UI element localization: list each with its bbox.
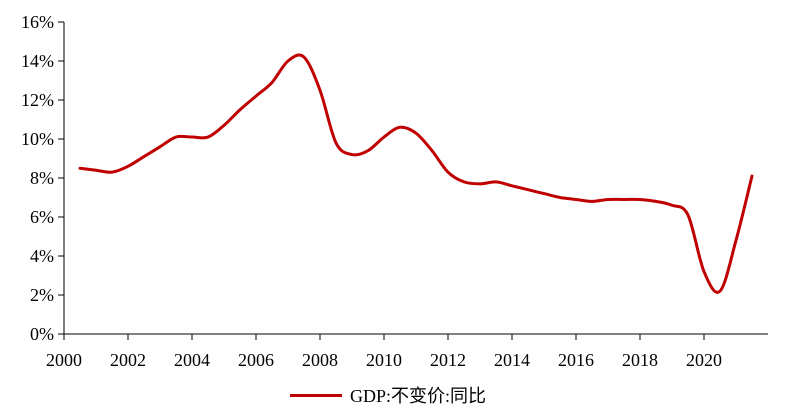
series-line-0 xyxy=(78,53,754,294)
x-tick-label: 2014 xyxy=(494,350,530,370)
y-tick-label: 8% xyxy=(30,168,54,188)
data-point xyxy=(255,95,258,98)
data-point xyxy=(591,200,594,203)
data-point xyxy=(479,182,482,185)
y-tick-label: 10% xyxy=(21,129,54,149)
data-point xyxy=(655,200,658,203)
data-point xyxy=(335,141,338,144)
data-point xyxy=(415,132,418,135)
x-tick-label: 2006 xyxy=(238,350,274,370)
data-point xyxy=(79,167,82,170)
data-point xyxy=(671,204,674,207)
y-tick-label: 14% xyxy=(21,51,54,71)
y-tick-label: 0% xyxy=(30,324,54,344)
x-tick-label: 2018 xyxy=(622,350,658,370)
data-point xyxy=(175,136,178,139)
data-point xyxy=(431,149,434,152)
data-point xyxy=(159,145,162,148)
x-tick-label: 2004 xyxy=(174,350,210,370)
y-tick-label: 12% xyxy=(21,90,54,110)
x-tick-label: 2002 xyxy=(110,350,146,370)
data-point xyxy=(687,214,690,217)
data-point xyxy=(223,124,226,127)
data-point xyxy=(527,188,530,191)
plot-series xyxy=(78,53,754,294)
data-point xyxy=(127,165,130,168)
x-axis: 2000 2002 2004 2006 2008 2010 2012 2014 2016 2018… xyxy=(46,333,768,370)
data-point xyxy=(735,239,738,242)
x-tick-label: 2012 xyxy=(430,350,466,370)
data-point xyxy=(303,56,306,59)
data-point xyxy=(543,192,546,195)
legend-label: GDP:不变价:同比 xyxy=(350,386,487,406)
data-point xyxy=(623,198,626,201)
y-axis: 0% 2% 4% 6% 8% 10% 12% 14% 16% xyxy=(21,12,65,344)
y-tick-label: 16% xyxy=(21,12,54,32)
data-point xyxy=(191,136,194,139)
data-point xyxy=(495,180,498,183)
data-point xyxy=(719,290,722,293)
data-point xyxy=(271,81,274,84)
data-point xyxy=(383,136,386,139)
data-point xyxy=(143,155,146,158)
data-point xyxy=(703,270,706,273)
x-tick-label: 2016 xyxy=(558,350,594,370)
y-tick-label: 6% xyxy=(30,207,54,227)
data-point xyxy=(111,171,114,174)
data-point xyxy=(319,89,322,92)
data-point xyxy=(575,198,578,201)
legend: GDP:不变价:同比 xyxy=(290,382,486,408)
y-tick-label: 2% xyxy=(30,285,54,305)
x-tick-label: 2008 xyxy=(302,350,338,370)
data-point xyxy=(207,136,210,139)
x-tick-label: 2000 xyxy=(46,350,82,370)
x-tick-label: 2010 xyxy=(366,350,402,370)
data-point xyxy=(559,196,562,199)
data-point xyxy=(367,149,370,152)
x-tick-label: 2020 xyxy=(686,350,722,370)
y-tick-label: 4% xyxy=(30,246,54,266)
data-point xyxy=(287,60,290,63)
data-point xyxy=(351,153,354,156)
data-point xyxy=(447,171,450,174)
data-point xyxy=(239,108,242,111)
data-point xyxy=(95,169,98,172)
legend-swatch xyxy=(290,393,342,397)
data-point xyxy=(751,175,754,178)
data-point xyxy=(399,126,402,129)
data-point xyxy=(639,198,642,201)
data-point xyxy=(463,180,466,183)
data-point xyxy=(607,198,610,201)
data-point xyxy=(511,184,514,187)
